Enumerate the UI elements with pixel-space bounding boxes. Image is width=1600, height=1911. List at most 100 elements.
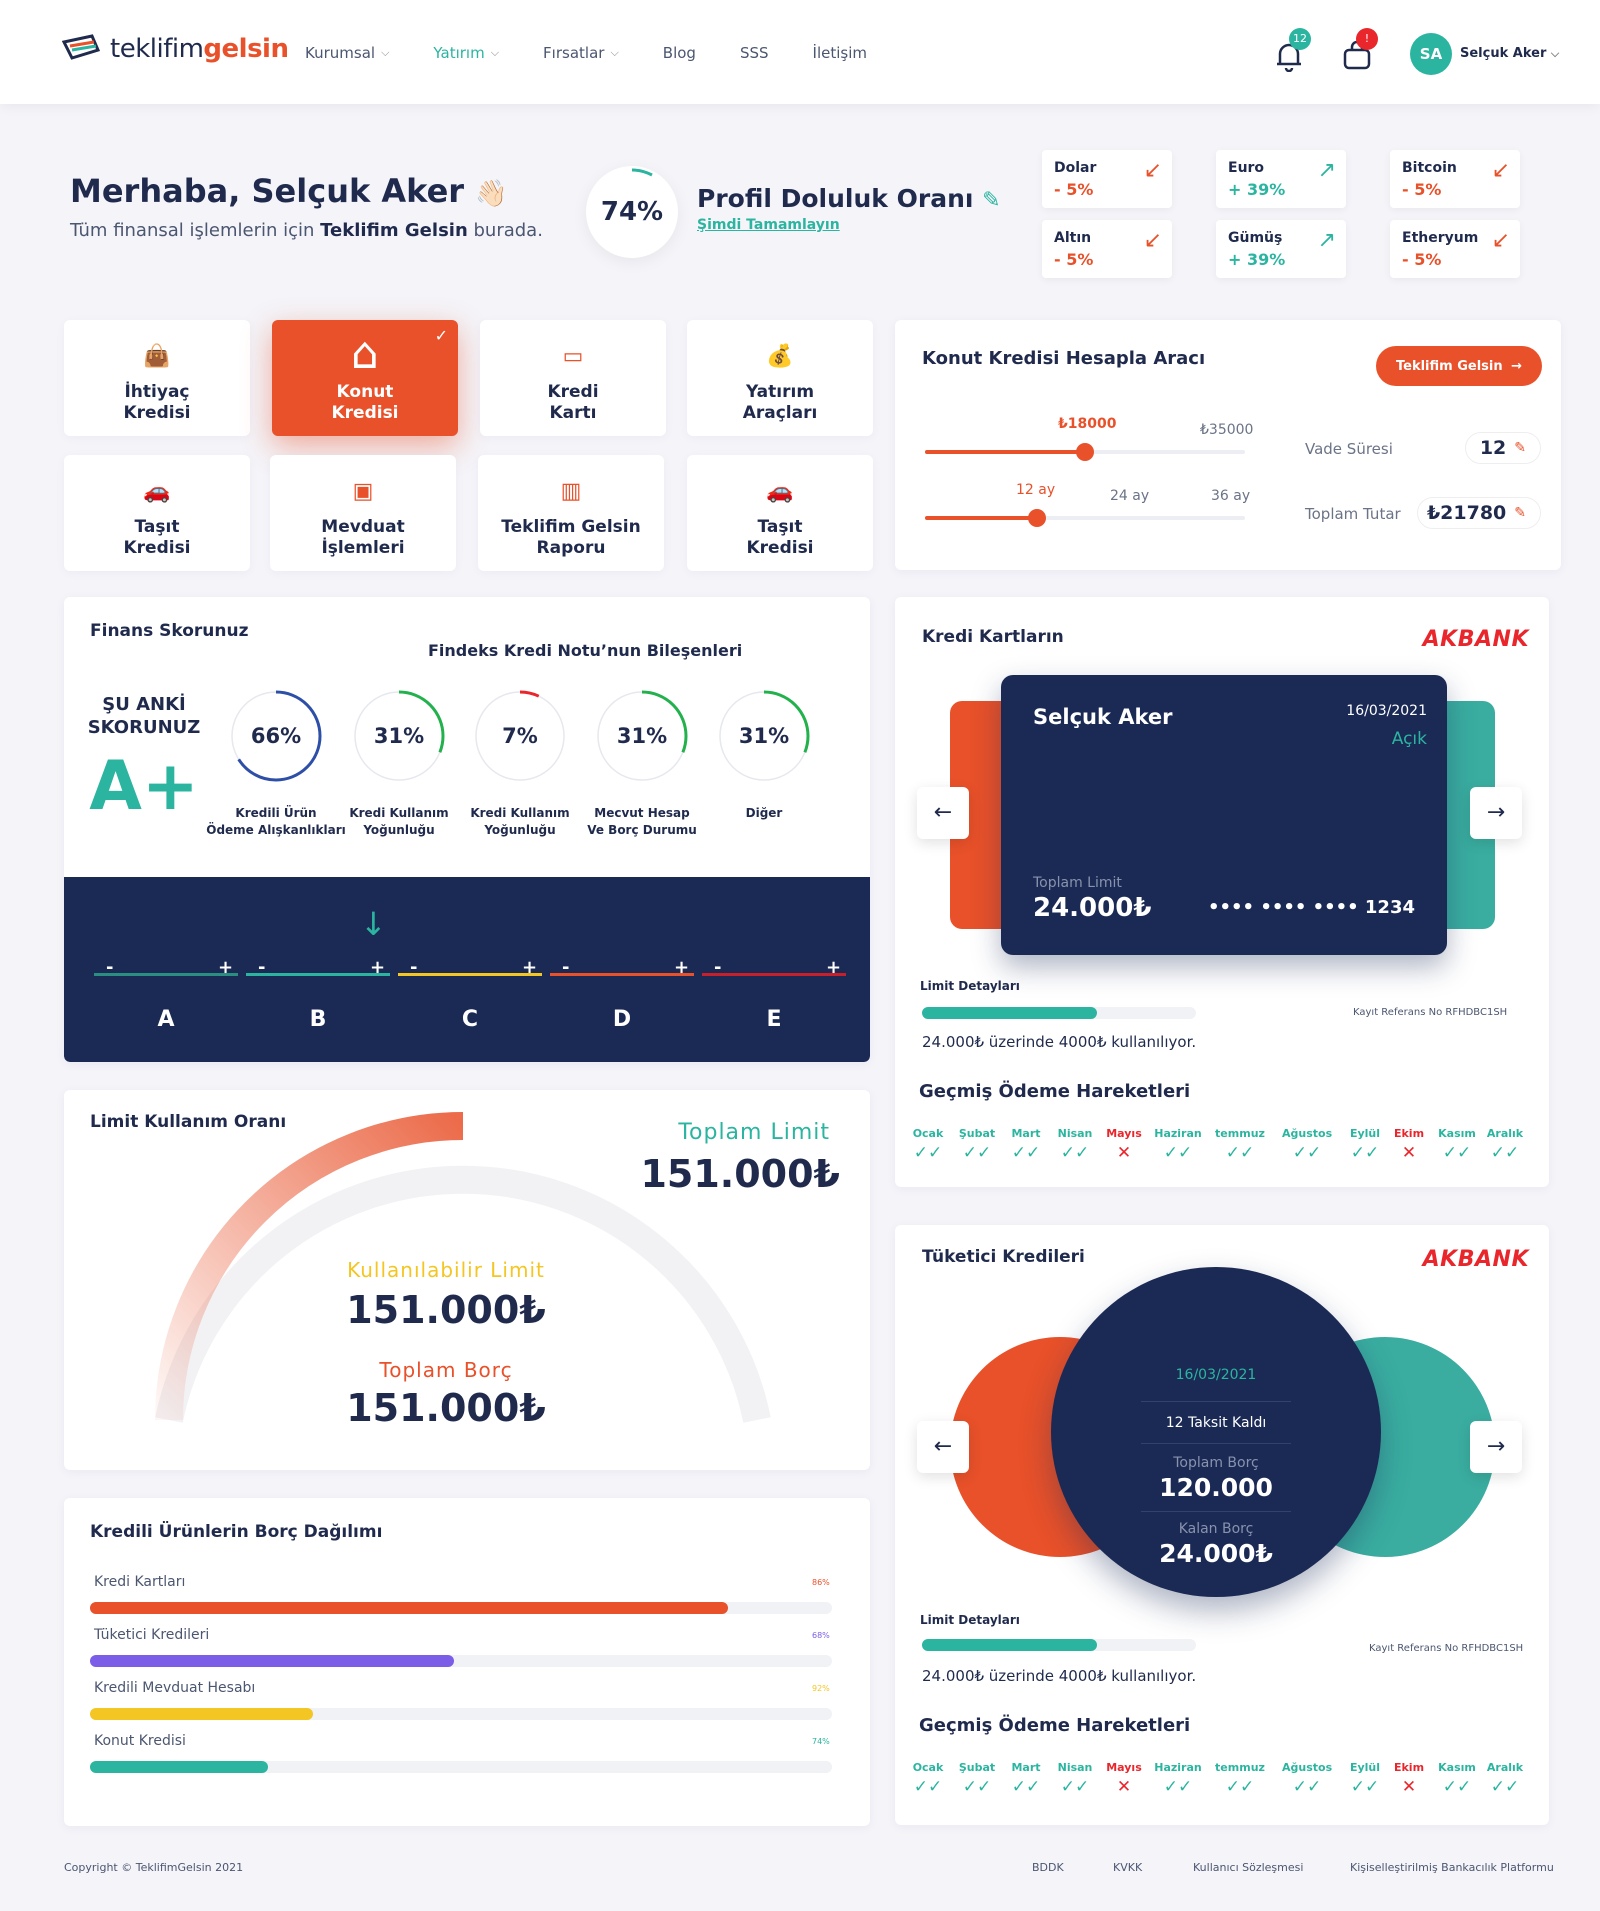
complete-profile-link[interactable]: Şimdi Tamamlayın xyxy=(697,217,840,233)
card-number: •••• •••• •••• 1234 xyxy=(1208,897,1415,918)
ring-value: 31% xyxy=(738,724,790,748)
score-ring: 31% xyxy=(595,689,689,783)
month-label: Ocak xyxy=(912,1761,944,1774)
subtitle-text: Tüm finansal işlemlerin için xyxy=(70,220,321,241)
product-tile[interactable]: ⌂ Konut Kredisi ✓ xyxy=(272,320,458,436)
product-tile[interactable]: 🚗 Taşıt Kredisi xyxy=(64,455,250,571)
pencil-icon[interactable]: ✎ xyxy=(982,188,1001,213)
term-slider-handle[interactable] xyxy=(1028,509,1046,527)
product-tile[interactable]: ▣ Mevduat İşlemleri xyxy=(270,455,456,571)
card-limit-value: 24.000₺ xyxy=(1033,893,1152,923)
logo[interactable]: teklifim gelsin xyxy=(62,34,289,64)
logo-text: teklifim xyxy=(110,34,204,64)
amount-slider[interactable] xyxy=(925,443,1245,461)
double-check-icon: ✓✓ xyxy=(1011,1143,1041,1163)
teklifim-gelsin-button[interactable]: Teklifim Gelsin → xyxy=(1376,346,1542,386)
chevron-down-icon: ⌵ xyxy=(1550,47,1560,60)
score-grade: A+ xyxy=(89,747,199,826)
divider xyxy=(1141,1511,1291,1512)
nav-item-0[interactable]: Kurumsal ⌵ xyxy=(305,44,389,62)
credit-card-icon: ▭ xyxy=(562,344,584,369)
profile-title: Profil Doluluk Oranı ✎ xyxy=(697,184,1001,213)
trend-down-icon: ↙ xyxy=(1143,158,1162,183)
double-check-icon: ✓✓ xyxy=(1490,1777,1520,1797)
scale-minus: - xyxy=(562,957,570,978)
installments-left: 12 Taksit Kaldı xyxy=(1165,1415,1267,1431)
nav-item-4[interactable]: SSS xyxy=(740,44,769,62)
score-pointer-arrow-icon: ↓ xyxy=(360,905,387,943)
vade-field[interactable]: 12 ✎ xyxy=(1465,432,1541,464)
cart-button[interactable]: ! xyxy=(1342,28,1378,72)
limit-usage-card: Limit Kullanım Oranı Toplam Limit 151.00… xyxy=(64,1090,870,1470)
product-tile[interactable]: ▥ Teklifim Gelsin Raporu xyxy=(478,455,664,571)
rate-name: Etheryum xyxy=(1402,230,1479,246)
prev-card-button[interactable]: ← xyxy=(917,787,969,839)
product-tile[interactable]: ▭ Kredi Kartı xyxy=(480,320,666,436)
loan-usage-text: 24.000₺ üzerinde 4000₺ kullanılıyor. xyxy=(922,1667,1197,1685)
scale-segment xyxy=(550,973,694,976)
user-menu[interactable]: Selçuk Aker ⌵ xyxy=(1460,46,1559,61)
amount-slider-fill xyxy=(925,450,1085,454)
scale-plus: + xyxy=(522,957,538,978)
debt-bar-fill xyxy=(90,1761,268,1773)
finance-score-card: Finans Skorunuz Findeks Kredi Notu’nun B… xyxy=(64,597,870,1062)
ring-svg xyxy=(230,690,322,782)
rate-value: + 39% xyxy=(1228,250,1286,269)
nav-item-1[interactable]: Yatırım ⌵ xyxy=(433,44,499,62)
footer-link[interactable]: KVKK xyxy=(1113,1861,1143,1874)
trend-down-icon: ↙ xyxy=(1491,158,1510,183)
tile-label-line1: Kredi xyxy=(547,382,599,402)
loan-total-value: 120.000 xyxy=(1159,1473,1273,1502)
score-ring: 7% xyxy=(473,689,567,783)
month-label: Eylül xyxy=(1349,1761,1381,1774)
tile-label: Taşıt Kredisi xyxy=(64,517,250,559)
product-tile[interactable]: 🚗 Taşıt Kredisi xyxy=(687,455,873,571)
product-tile[interactable]: 👜 İhtiyaç Kredisi xyxy=(64,320,250,436)
subtitle-brand: Teklifim Gelsin xyxy=(320,220,468,241)
debt-bar-fill xyxy=(90,1708,313,1720)
product-tile[interactable]: 💰 Yatırım Araçları xyxy=(687,320,873,436)
total-field[interactable]: ₺21780 ✎ xyxy=(1417,497,1541,529)
ring-caption-line1: Kredi Kullanım xyxy=(349,806,449,820)
footer-link[interactable]: Kişiselleştirilmiş Bankacılık Platformu xyxy=(1350,1861,1554,1874)
profile-title-text: Profil Doluluk Oranı xyxy=(697,184,974,213)
tile-label-line2: Araçları xyxy=(742,403,818,423)
nav-item-2[interactable]: Fırsatlar ⌵ xyxy=(543,44,619,62)
check-icon: ✓ xyxy=(434,326,448,345)
arrow-left-icon: ← xyxy=(933,800,953,825)
scale-segment xyxy=(702,973,846,976)
ring-progress xyxy=(353,690,445,782)
double-check-icon: ✓✓ xyxy=(1225,1143,1255,1163)
next-loan-button[interactable]: → xyxy=(1470,1421,1522,1473)
wave-hand-icon: 👋🏻 xyxy=(475,179,508,209)
loan-circle[interactable]: 16/03/2021 12 Taksit Kaldı Toplam Borç 1… xyxy=(1051,1267,1381,1597)
nav-item-5[interactable]: İletişim xyxy=(813,44,867,62)
rate-name: Altın xyxy=(1054,230,1092,246)
ring-caption-line2: Ödeme Alışkanlıkları xyxy=(206,823,346,837)
footer-link[interactable]: Kullanıcı Sözleşmesi xyxy=(1193,1861,1304,1874)
total-limit-label: Toplam Limit xyxy=(678,1120,830,1145)
footer-link[interactable]: BDDK xyxy=(1032,1861,1064,1874)
nav-item-3[interactable]: Blog xyxy=(663,44,696,62)
profile-completion-ring: 74% xyxy=(586,166,678,258)
calculator-title: Konut Kredisi Hesapla Aracı xyxy=(922,348,1206,369)
month-label: Aralık xyxy=(1486,1127,1524,1140)
avatar[interactable]: SA xyxy=(1410,33,1452,75)
term-slider[interactable] xyxy=(925,509,1245,527)
ring-svg xyxy=(718,690,810,782)
card-usage-fill xyxy=(922,1007,1098,1019)
pencil-icon: ✎ xyxy=(1514,440,1526,456)
ring-progress xyxy=(474,690,566,782)
components-title: Findeks Kredi Notu’nun Bileşenleri xyxy=(428,641,743,660)
credit-card[interactable]: Selçuk Aker 16/03/2021 Açık Toplam Limit… xyxy=(1001,675,1447,955)
next-card-button[interactable]: → xyxy=(1470,787,1522,839)
double-check-icon: ✓✓ xyxy=(913,1143,943,1163)
notifications-button[interactable]: 12 xyxy=(1275,28,1311,73)
term-slider-fill xyxy=(925,516,1037,520)
logo-icon xyxy=(62,34,101,60)
arrow-left-icon: ← xyxy=(933,1434,953,1459)
prev-loan-button[interactable]: ← xyxy=(917,1421,969,1473)
amount-slider-handle[interactable] xyxy=(1076,443,1094,461)
term-max: 36 ay xyxy=(1211,488,1251,504)
month-label: Ağustos xyxy=(1282,1761,1333,1774)
